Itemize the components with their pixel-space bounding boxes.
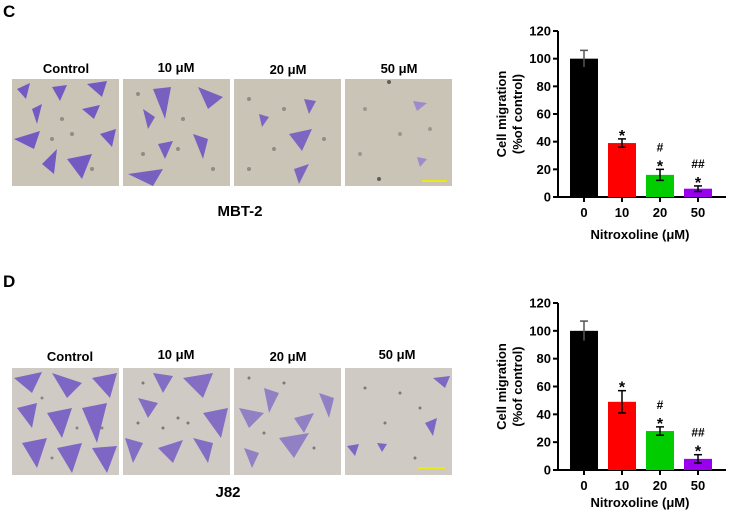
y-tick-label: 100: [529, 323, 551, 338]
panel-letter-d: D: [3, 272, 16, 291]
bar-20: [646, 431, 674, 470]
y-axis-label: Cell migration: [494, 71, 509, 158]
image-label-control: Control: [42, 61, 90, 76]
x-tick-label: 0: [580, 205, 587, 220]
bar-0: [570, 330, 598, 470]
micrograph-20um: [234, 368, 341, 475]
image-label-20um: 20 μM: [269, 349, 307, 364]
image-label-50um: 50 μM: [378, 347, 416, 362]
y-tick-label: 60: [537, 379, 551, 394]
y-tick-label: 40: [537, 134, 551, 149]
x-axis-label: Nitroxoline (μM): [591, 495, 690, 510]
significance-marker: *: [619, 380, 626, 397]
bar-chart-j82: 0 20 40 60 80 100 120 0 10 * 20 * #50 * ## Nitroxoline …: [480, 285, 729, 518]
image-label-10um: 10 μM: [157, 347, 195, 362]
x-tick-label: 20: [653, 205, 667, 220]
significance-marker: *: [657, 416, 664, 433]
y-tick-label: 0: [544, 190, 551, 205]
micrograph-20um: [234, 79, 341, 186]
significance-marker: *: [695, 175, 702, 192]
significance-marker: *: [657, 158, 664, 175]
cell-line-label-j82: J82: [215, 484, 241, 501]
y-tick-label: 120: [529, 296, 551, 311]
bar-20: [646, 174, 674, 197]
image-label-10um: 10 μM: [157, 60, 195, 75]
bar-50: [684, 188, 712, 197]
y-tick-label: 20: [537, 162, 551, 177]
y-axis-label-sub: (%of control): [510, 74, 525, 154]
x-tick-label: 10: [615, 478, 629, 493]
x-tick-label: 50: [691, 205, 705, 220]
y-axis-label-sub: (%of control): [510, 346, 525, 426]
significance-marker: *: [619, 128, 626, 145]
bar-0: [570, 58, 598, 197]
x-axis-label: Nitroxoline (μM): [591, 227, 690, 242]
panel-letter-c: C: [3, 2, 16, 21]
image-label-50um: 50 μM: [380, 61, 418, 76]
x-tick-label: 10: [615, 205, 629, 220]
micrograph-10um: [123, 368, 230, 475]
y-tick-label: 0: [544, 463, 551, 478]
micrograph-50um: [345, 368, 452, 475]
significance-marker: ##: [691, 157, 705, 171]
x-tick-label: 0: [580, 478, 587, 493]
bar-chart-mbt2: 0 20 40 60 80 100 120 0 10 * 20 * #50 * ## Nitroxoline …: [480, 0, 729, 250]
image-label-control: Control: [46, 349, 94, 364]
cell-line-label-mbt2: MBT-2: [217, 203, 263, 220]
image-label-20um: 20 μM: [269, 62, 307, 77]
significance-marker: #: [657, 398, 664, 412]
micrograph-control: [12, 368, 119, 475]
micrograph-control: [12, 79, 119, 186]
y-tick-label: 100: [529, 51, 551, 66]
bar-50: [684, 458, 712, 470]
significance-marker: *: [695, 444, 702, 461]
x-tick-label: 20: [653, 478, 667, 493]
significance-marker: ##: [691, 426, 705, 440]
y-tick-label: 80: [537, 351, 551, 366]
y-tick-label: 120: [529, 24, 551, 39]
micrograph-50um: [345, 79, 452, 186]
y-tick-label: 80: [537, 79, 551, 94]
y-tick-label: 60: [537, 107, 551, 122]
y-tick-label: 40: [537, 407, 551, 422]
y-axis-label: Cell migration: [494, 343, 509, 430]
bar-10: [608, 143, 636, 197]
x-tick-label: 50: [691, 478, 705, 493]
significance-marker: #: [657, 140, 664, 154]
y-tick-label: 20: [537, 435, 551, 450]
micrograph-10um: [123, 79, 230, 186]
